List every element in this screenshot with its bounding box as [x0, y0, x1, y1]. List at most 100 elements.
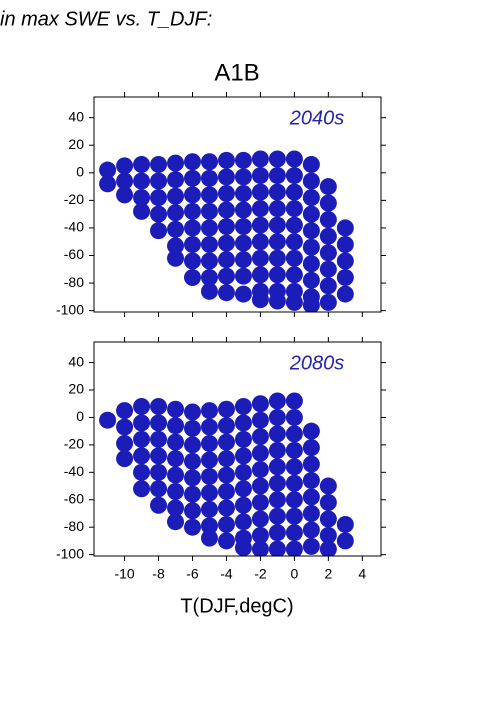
point	[302, 189, 320, 207]
point	[302, 455, 320, 473]
point	[319, 526, 337, 544]
point	[268, 266, 286, 284]
point	[200, 202, 218, 220]
panel-label: 2040s	[289, 107, 345, 129]
point	[167, 450, 185, 468]
page-title: in max SWE vs. T_DJF:	[0, 8, 212, 30]
point	[217, 284, 235, 302]
point	[167, 249, 185, 267]
y-tick-label: 40	[68, 108, 84, 124]
point	[319, 477, 337, 495]
point	[133, 202, 151, 220]
point	[336, 252, 354, 270]
point	[167, 154, 185, 172]
point	[268, 200, 286, 218]
point	[251, 526, 269, 544]
point	[319, 293, 337, 311]
point	[183, 202, 201, 220]
panel-label: 2080s	[289, 352, 345, 374]
point	[251, 233, 269, 251]
point	[116, 450, 134, 468]
point	[302, 222, 320, 240]
point	[251, 216, 269, 234]
point	[336, 235, 354, 253]
point	[183, 403, 201, 421]
point	[150, 414, 168, 432]
point	[251, 540, 269, 556]
point	[268, 392, 286, 410]
x-tick-label: -4	[220, 566, 233, 582]
point	[150, 480, 168, 498]
point	[234, 480, 252, 498]
point	[234, 201, 252, 219]
point	[150, 205, 168, 223]
point	[285, 474, 303, 492]
point	[268, 540, 286, 556]
y-tick-label: 20	[68, 136, 84, 152]
point	[302, 521, 320, 539]
point	[285, 540, 303, 556]
y-tick-label: -20	[64, 191, 84, 207]
point	[285, 293, 303, 311]
point	[200, 402, 218, 420]
point	[319, 211, 337, 229]
point	[319, 178, 337, 196]
point	[234, 251, 252, 269]
point	[116, 186, 134, 204]
point	[302, 205, 320, 223]
point	[251, 395, 269, 413]
point	[302, 255, 320, 273]
y-tick-label: -20	[64, 436, 84, 452]
x-axis-label: T(DJF,degC)	[180, 595, 293, 617]
point	[217, 168, 235, 186]
point	[116, 418, 134, 436]
point	[319, 260, 337, 278]
point	[251, 444, 269, 462]
point	[319, 277, 337, 295]
point	[200, 529, 218, 547]
chart-title: A1B	[214, 59, 259, 86]
point	[183, 153, 201, 171]
point	[200, 484, 218, 502]
point	[150, 463, 168, 481]
point	[116, 157, 134, 175]
point	[234, 513, 252, 531]
y-tick-label: -40	[64, 463, 84, 479]
point	[133, 397, 151, 415]
y-tick-label: -100	[56, 301, 84, 317]
point	[336, 515, 354, 533]
point	[302, 172, 320, 190]
point	[116, 172, 134, 190]
x-tick-label: -10	[114, 566, 134, 582]
point	[167, 483, 185, 501]
x-tick-label: -2	[254, 566, 267, 582]
point	[217, 466, 235, 484]
point	[268, 408, 286, 426]
point	[302, 238, 320, 256]
x-tick-label: 2	[324, 566, 332, 582]
point	[183, 502, 201, 520]
point	[268, 249, 286, 267]
point	[302, 156, 320, 174]
y-tick-label: -60	[64, 246, 84, 262]
point	[167, 513, 185, 531]
point	[319, 540, 337, 556]
point	[200, 153, 218, 171]
point	[319, 494, 337, 511]
point	[217, 450, 235, 468]
point	[336, 285, 354, 303]
y-tick-label: 20	[68, 381, 84, 397]
point	[285, 150, 303, 168]
point	[302, 537, 320, 555]
plot-frame	[93, 341, 382, 557]
point	[251, 477, 269, 495]
point	[268, 491, 286, 509]
point	[217, 184, 235, 202]
point	[200, 451, 218, 469]
point	[285, 392, 303, 410]
point	[285, 249, 303, 267]
point	[285, 167, 303, 185]
point	[217, 267, 235, 285]
point	[217, 201, 235, 219]
